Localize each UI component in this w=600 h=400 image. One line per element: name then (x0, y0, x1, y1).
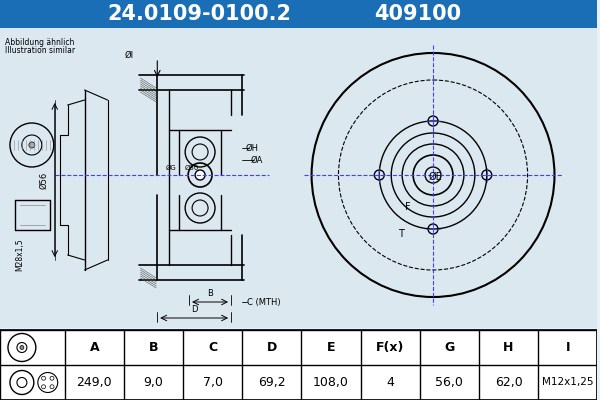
Text: E: E (327, 341, 335, 354)
Bar (0, 330, 597, 400)
Text: C: C (208, 341, 217, 354)
Text: F: F (405, 202, 411, 212)
Text: I: I (565, 341, 570, 354)
Text: A: A (89, 341, 99, 354)
Text: H: H (503, 341, 514, 354)
Text: T: T (398, 229, 404, 239)
Text: ØH: ØH (246, 144, 259, 152)
Text: Abbildung ähnlich: Abbildung ähnlich (5, 38, 74, 47)
Text: Illustration similar: Illustration similar (5, 46, 75, 55)
Text: B: B (207, 289, 213, 298)
Text: 9,0: 9,0 (143, 376, 163, 389)
Circle shape (195, 170, 205, 180)
Text: Ø56: Ø56 (40, 171, 49, 189)
Text: M12x1,25: M12x1,25 (542, 378, 593, 388)
Text: M28x1,5: M28x1,5 (16, 239, 25, 271)
Text: D: D (266, 341, 277, 354)
Text: B: B (149, 341, 158, 354)
Text: 409100: 409100 (374, 4, 461, 24)
Text: 62,0: 62,0 (494, 376, 523, 389)
Circle shape (20, 346, 24, 350)
Text: 108,0: 108,0 (313, 376, 349, 389)
Text: 69,2: 69,2 (258, 376, 286, 389)
Text: 7,0: 7,0 (203, 376, 223, 389)
Text: ØE: ØE (428, 172, 442, 182)
Text: ØA: ØA (251, 156, 263, 164)
Text: C (MTH): C (MTH) (247, 298, 281, 306)
Text: G: G (444, 341, 454, 354)
Text: 249,0: 249,0 (76, 376, 112, 389)
FancyBboxPatch shape (0, 0, 597, 28)
Text: ØI: ØI (125, 50, 134, 60)
Text: F(x): F(x) (376, 341, 404, 354)
Text: 24.0109-0100.2: 24.0109-0100.2 (107, 4, 291, 24)
Text: Ø30: Ø30 (185, 165, 199, 171)
Circle shape (29, 142, 35, 148)
Text: D: D (191, 305, 197, 314)
Text: 4: 4 (386, 376, 394, 389)
FancyBboxPatch shape (0, 28, 597, 328)
Text: ØG: ØG (166, 165, 176, 171)
Text: 56,0: 56,0 (436, 376, 463, 389)
